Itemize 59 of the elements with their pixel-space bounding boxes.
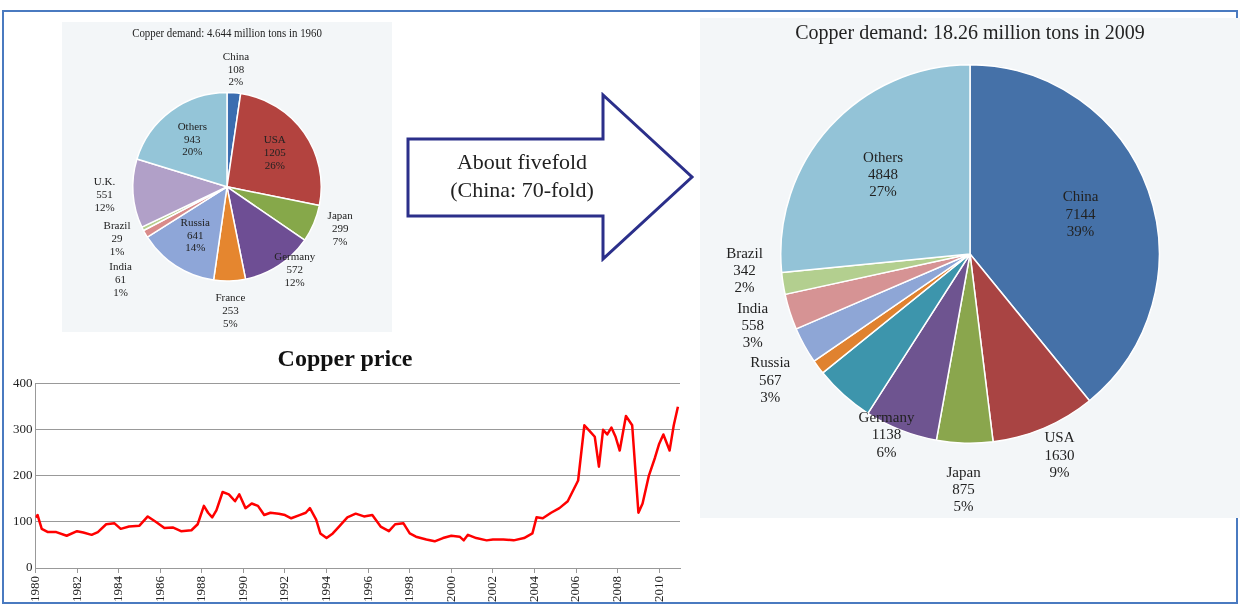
data-label: 253 5% xyxy=(222,303,240,329)
data-label: 641 14% xyxy=(185,228,206,254)
slice-label: Japan xyxy=(946,463,982,480)
data-label: 572 12% xyxy=(284,262,305,288)
data-label: 558 3% xyxy=(741,316,764,351)
data-label: 29 1% xyxy=(109,231,125,257)
slice-label: Japan xyxy=(327,209,354,222)
x-tick-label: 1990 xyxy=(234,576,250,602)
data-label: 551 12% xyxy=(94,188,115,213)
x-tick-label: 1998 xyxy=(401,576,417,602)
slice-label: U.K. xyxy=(93,175,116,188)
x-tick-label: 2008 xyxy=(609,576,625,602)
x-tick-label: 1984 xyxy=(110,575,126,602)
slice-label: USA xyxy=(1044,429,1075,446)
data-label: 108 2% xyxy=(227,62,245,88)
slice-label: India xyxy=(109,260,132,273)
text: About fivefold (China: 70-fold) xyxy=(449,148,595,204)
slice-label: China xyxy=(1062,188,1099,205)
data-label: 875 5% xyxy=(952,481,975,515)
slice-label: USA xyxy=(263,133,286,146)
slice-label: China xyxy=(222,50,250,63)
slice-label: Others xyxy=(863,148,904,165)
x-tick-label: 1980 xyxy=(26,576,42,602)
slice-label: Brazil xyxy=(103,219,131,232)
x-tick-label: 2006 xyxy=(567,575,583,602)
x-tick-label: 1996 xyxy=(359,575,375,602)
x-tick-label: 2004 xyxy=(525,575,541,602)
data-label: 7144 39% xyxy=(1065,205,1097,239)
data-label: 943 20% xyxy=(182,132,203,158)
x-tick-label: 2010 xyxy=(650,576,666,602)
x-tick-label: 1988 xyxy=(193,576,209,602)
x-tick-label: 1986 xyxy=(151,575,167,602)
slice-label: Others xyxy=(177,120,207,133)
x-tick-label: 1992 xyxy=(276,576,292,602)
slice-label: Brazil xyxy=(726,244,763,261)
y-tick-label: 0 xyxy=(26,559,33,575)
data-label: 1630 9% xyxy=(1044,446,1075,480)
x-tick-label: 2002 xyxy=(484,576,500,602)
chart-title: Copper demand: 4.644 million tons in 1960 xyxy=(132,25,322,41)
data-label: 4848 27% xyxy=(868,166,899,200)
x-tick-label: 2000 xyxy=(442,576,458,602)
data-label: 342 2% xyxy=(733,262,756,296)
chart-title: Copper price xyxy=(277,344,413,371)
y-tick-label: 300 xyxy=(13,421,33,437)
y-tick-label: 200 xyxy=(13,467,33,483)
slice-label: Russia xyxy=(750,354,791,371)
slice-label: India xyxy=(737,299,769,316)
data-label: 1205 26% xyxy=(263,146,287,171)
slice-label: Russia xyxy=(180,216,211,229)
chart-title: Copper demand: 18.26 million tons in 2009 xyxy=(795,21,1145,45)
x-tick-label: 1982 xyxy=(68,576,84,602)
y-tick-label: 100 xyxy=(13,513,33,529)
data-label: 1138 6% xyxy=(871,426,902,460)
data-label: 299 7% xyxy=(331,222,349,247)
y-tick-label: 400 xyxy=(13,375,33,391)
x-tick-label: 1994 xyxy=(317,575,333,602)
data-label: 61 1% xyxy=(113,272,128,298)
data-label: 567 3% xyxy=(758,371,782,405)
slice-label: France xyxy=(215,291,246,304)
